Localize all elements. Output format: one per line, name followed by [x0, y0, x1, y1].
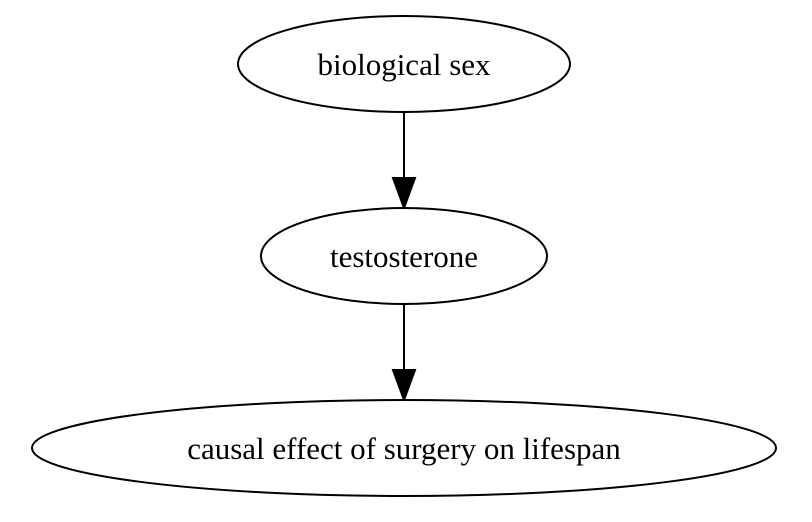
node-label-causal-effect: causal effect of surgery on lifespan [187, 431, 621, 466]
node-label-biological-sex: biological sex [317, 47, 491, 82]
node-causal-effect[interactable]: causal effect of surgery on lifespan [31, 399, 777, 497]
edge-testosterone-to-causal-effect [391, 304, 417, 403]
node-ellipse [237, 15, 571, 113]
node-ellipse [260, 207, 548, 305]
edge-biological-sex-to-testosterone [391, 112, 417, 211]
node-ellipse [31, 399, 777, 497]
arrowhead-icon [391, 177, 417, 211]
arrowhead-icon [391, 369, 417, 403]
node-label-testosterone: testosterone [330, 239, 478, 274]
node-testosterone[interactable]: testosterone [260, 207, 548, 305]
node-biological-sex[interactable]: biological sex [237, 15, 571, 113]
